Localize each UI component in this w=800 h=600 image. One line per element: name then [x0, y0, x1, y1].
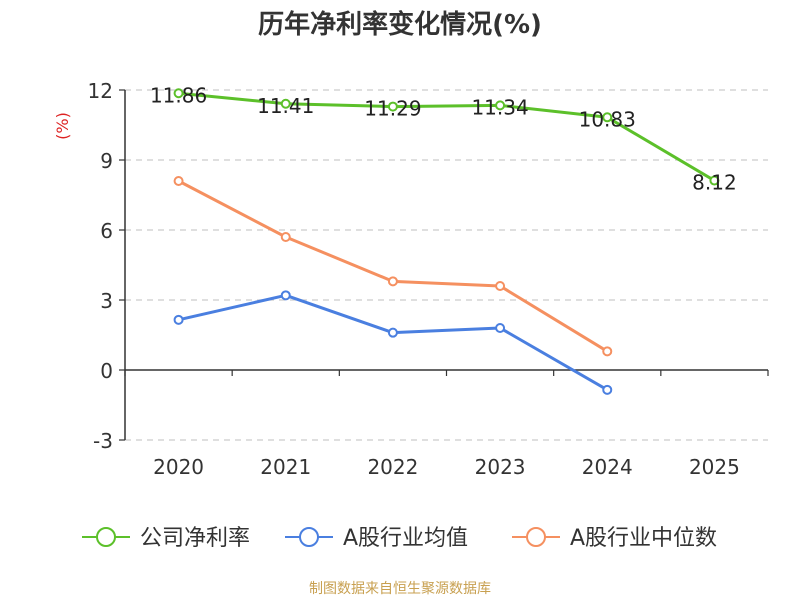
- axes: 12 9 6 3 0 -3 2020 2021 2022 2023 2024 2025 (%): [53, 79, 769, 479]
- data-labels: 11.86 11.41 11.29 11.34 10.83 8.12: [150, 83, 737, 194]
- source-note: 制图数据来自恒生聚源数据库: [309, 581, 491, 597]
- y-tick-label: 6: [100, 219, 113, 243]
- data-point: [280, 98, 291, 109]
- series-line: [178, 91, 716, 182]
- data-point: [602, 112, 613, 123]
- data-point: [280, 290, 291, 301]
- x-tick-label: 2023: [475, 455, 526, 479]
- data-point: [602, 346, 613, 357]
- legend-label: A股行业均值: [343, 526, 468, 551]
- y-tick-label: 12: [88, 79, 113, 103]
- data-label: 11.86: [150, 83, 207, 107]
- data-point: [173, 88, 184, 99]
- data-label: 11.29: [364, 97, 421, 121]
- data-label: 8.12: [692, 171, 737, 195]
- x-tick-label: 2024: [582, 455, 633, 479]
- y-axis-label: (%): [53, 112, 72, 140]
- legend-marker: [299, 527, 319, 547]
- series-line: [178, 293, 608, 392]
- data-label: 11.41: [257, 94, 314, 118]
- data-point: [387, 101, 398, 112]
- series-lines: [173, 88, 720, 395]
- data-point: [387, 327, 398, 338]
- chart-title: 历年净利率变化情况(%): [258, 10, 542, 40]
- legend-marker: [526, 527, 546, 547]
- y-tick-label: -3: [93, 429, 113, 453]
- data-label: 10.83: [579, 107, 636, 131]
- x-tick-label: 2021: [260, 455, 311, 479]
- x-tick-label: 2020: [153, 455, 204, 479]
- legend-label: A股行业中位数: [570, 526, 717, 551]
- data-point: [602, 384, 613, 395]
- data-point: [495, 100, 506, 111]
- legend: 公司净利率 A股行业均值 A股行业中位数: [82, 526, 717, 551]
- data-point: [173, 176, 184, 186]
- series-line: [177, 179, 609, 353]
- y-tick-label: 3: [100, 289, 113, 313]
- data-label: 11.34: [471, 95, 528, 119]
- data-point: [387, 276, 398, 287]
- x-tick-label: 2022: [367, 455, 418, 479]
- x-tick-label: 2025: [689, 455, 740, 479]
- legend-marker: [96, 527, 116, 547]
- data-point: [495, 281, 506, 291]
- data-point: [280, 232, 291, 242]
- y-tick-label: 9: [100, 149, 113, 173]
- data-point: [173, 314, 184, 325]
- grid-lines: [125, 89, 768, 441]
- legend-label: 公司净利率: [140, 526, 250, 551]
- data-point: [495, 323, 506, 333]
- y-tick-label: 0: [100, 359, 113, 383]
- data-point: [709, 175, 720, 186]
